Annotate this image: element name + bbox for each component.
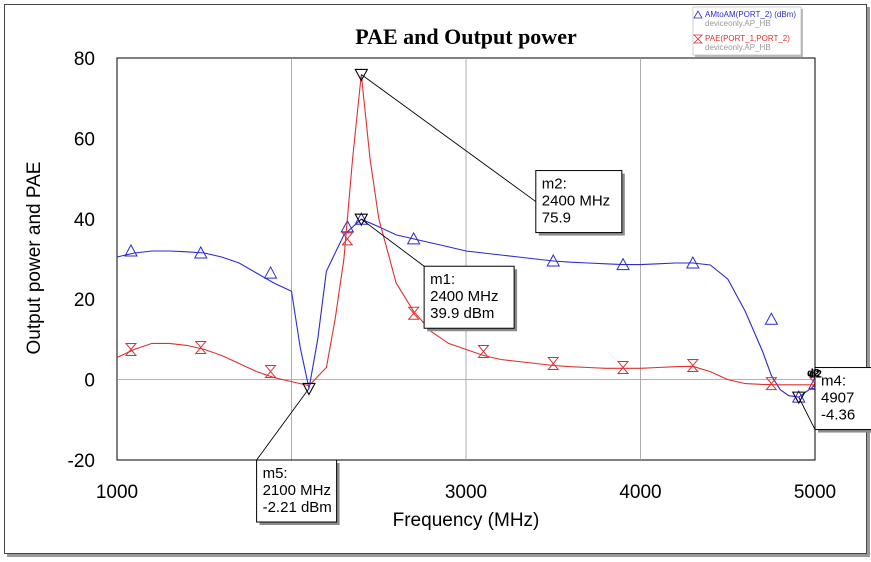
- plot-area: 10002000300040005000-20020406080m1:2400 …: [68, 6, 871, 525]
- y-tick-label: 20: [74, 290, 95, 311]
- m2-leader-line: [361, 74, 537, 202]
- y-tick-label: 0: [84, 371, 95, 392]
- m2-label-line: 75.9: [542, 210, 571, 227]
- series-1-marker: [546, 253, 561, 267]
- y-tick-label: 80: [74, 49, 95, 70]
- x-tick-label: 3000: [445, 482, 487, 503]
- x-tick-label: 4000: [619, 482, 661, 503]
- series-1-marker: [193, 245, 208, 259]
- series-2-marker: [341, 232, 354, 246]
- end-label: d2: [807, 368, 820, 380]
- legend-hourglass-icon: [693, 34, 703, 44]
- series-1-marker: [340, 219, 355, 233]
- m5-label-line: -2.21 dBm: [263, 499, 332, 516]
- m5-marker-icon: [302, 382, 316, 396]
- m4-label-line: 4907: [821, 390, 854, 407]
- m4-box: [814, 367, 871, 431]
- series-2-marker: [616, 361, 630, 375]
- legend-series-source: deviceonly.AP_HB: [705, 43, 771, 52]
- series-1-marker: [616, 257, 630, 271]
- series-line-1: [116, 218, 816, 398]
- m2-label-line: m2:: [542, 176, 567, 193]
- legend-series-source: deviceonly.AP_HB: [705, 19, 771, 28]
- y-tick-label: 60: [74, 129, 95, 150]
- series-1-marker: [686, 255, 700, 269]
- series-2-marker: [194, 340, 207, 354]
- series-2-marker: [124, 342, 138, 356]
- legend-box: [692, 6, 802, 56]
- series-line-2: [116, 74, 815, 387]
- series-2-marker: [686, 359, 699, 373]
- series-2-marker: [407, 306, 420, 320]
- legend-triangle-icon: [693, 10, 703, 19]
- m5-box: [256, 459, 338, 523]
- m5-leader-line: [256, 388, 310, 461]
- series-2-marker: [477, 344, 490, 358]
- chart-title: PAE and Output power: [355, 24, 577, 49]
- series-1-marker: [124, 243, 138, 257]
- end-label: d2: [809, 369, 822, 381]
- m1-label-line: 2400 MHz: [430, 288, 498, 305]
- y-axis-label: Output power and PAE: [24, 162, 45, 355]
- m2-box: [535, 170, 623, 234]
- series-2-marker: [264, 365, 277, 379]
- m1-label-line: m1:: [430, 271, 455, 288]
- m1-label-line: 39.9 dBm: [430, 305, 494, 322]
- x-tick-label: 1000: [96, 482, 138, 503]
- m1-box: [423, 265, 515, 329]
- m1-leader-line: [361, 218, 425, 267]
- series-2-marker: [765, 377, 778, 391]
- series-1-marker: [406, 231, 421, 245]
- m5-label-line: 2100 MHz: [263, 482, 331, 499]
- m4-label-line: m4:: [821, 373, 846, 390]
- legend-series-name: PAE(PORT_1,PORT_2): [705, 34, 790, 43]
- m4-label-line: -4.36: [821, 407, 855, 424]
- m2-marker-icon: [354, 68, 369, 82]
- m2-label-line: 2400 MHz: [542, 193, 610, 210]
- series-1-marker: [764, 312, 779, 325]
- legend-series-name: AMtoAM(PORT_2) (dBm): [705, 10, 796, 19]
- m4-marker-icon: [791, 391, 806, 405]
- y-tick-label: 40: [74, 210, 95, 231]
- x-axis-label: Frequency (MHz): [393, 510, 540, 531]
- m4-leader-line: [798, 396, 816, 430]
- m5-label-line: m5:: [263, 465, 288, 482]
- series-2-marker: [547, 357, 560, 371]
- m1-marker-icon: [354, 213, 369, 227]
- y-tick-label: -20: [68, 451, 95, 472]
- series-1-marker: [263, 266, 278, 279]
- x-tick-label: 5000: [794, 482, 836, 503]
